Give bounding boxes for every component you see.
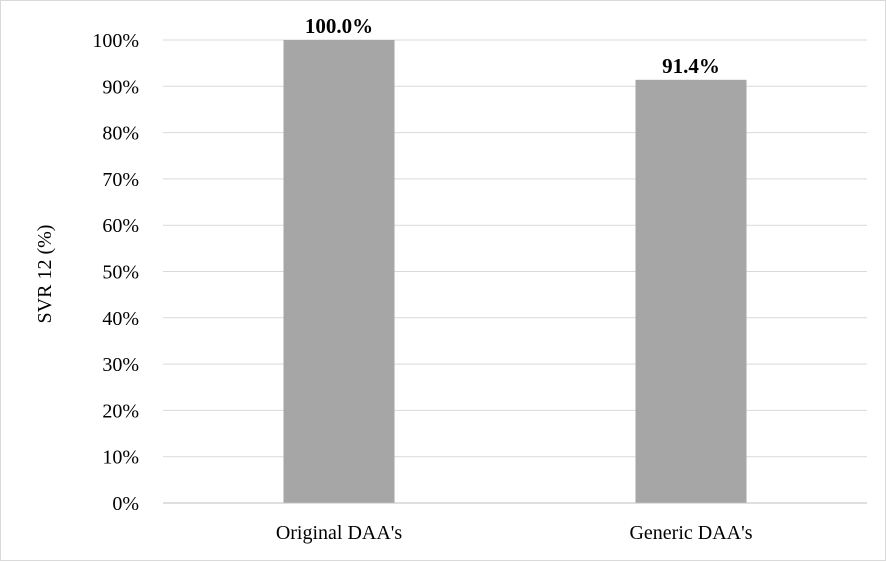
data-labels: 100.0% 91.4%: [305, 14, 720, 78]
y-tick-label: 70%: [102, 169, 139, 191]
y-axis-label: SVR 12 (%): [34, 225, 56, 324]
y-tick-label: 40%: [102, 308, 139, 330]
y-axis-ticks: 0% 10% 20% 30% 40% 50% 60% 70% 80% 90% 100%: [92, 30, 139, 515]
x-tick-label: Original DAA's: [276, 522, 403, 544]
y-tick-label: 80%: [102, 123, 139, 145]
y-tick-label: 50%: [102, 262, 139, 284]
y-tick-label: 0%: [112, 493, 139, 515]
bar: [283, 40, 395, 503]
bars: [283, 40, 747, 504]
x-tick-label: Generic DAA's: [629, 522, 752, 544]
x-axis-ticks: Original DAA's Generic DAA's: [276, 522, 753, 544]
y-tick-label: 10%: [102, 447, 139, 469]
y-tick-label: 30%: [102, 354, 139, 376]
gridlines: [163, 39, 867, 458]
y-tick-label: 90%: [102, 76, 139, 98]
data-label: 100.0%: [305, 14, 373, 38]
data-label: 91.4%: [662, 54, 720, 78]
y-tick-label: 60%: [102, 215, 139, 237]
y-tick-label: 20%: [102, 400, 139, 422]
y-tick-label: 100%: [92, 30, 139, 52]
bar: [635, 79, 747, 504]
